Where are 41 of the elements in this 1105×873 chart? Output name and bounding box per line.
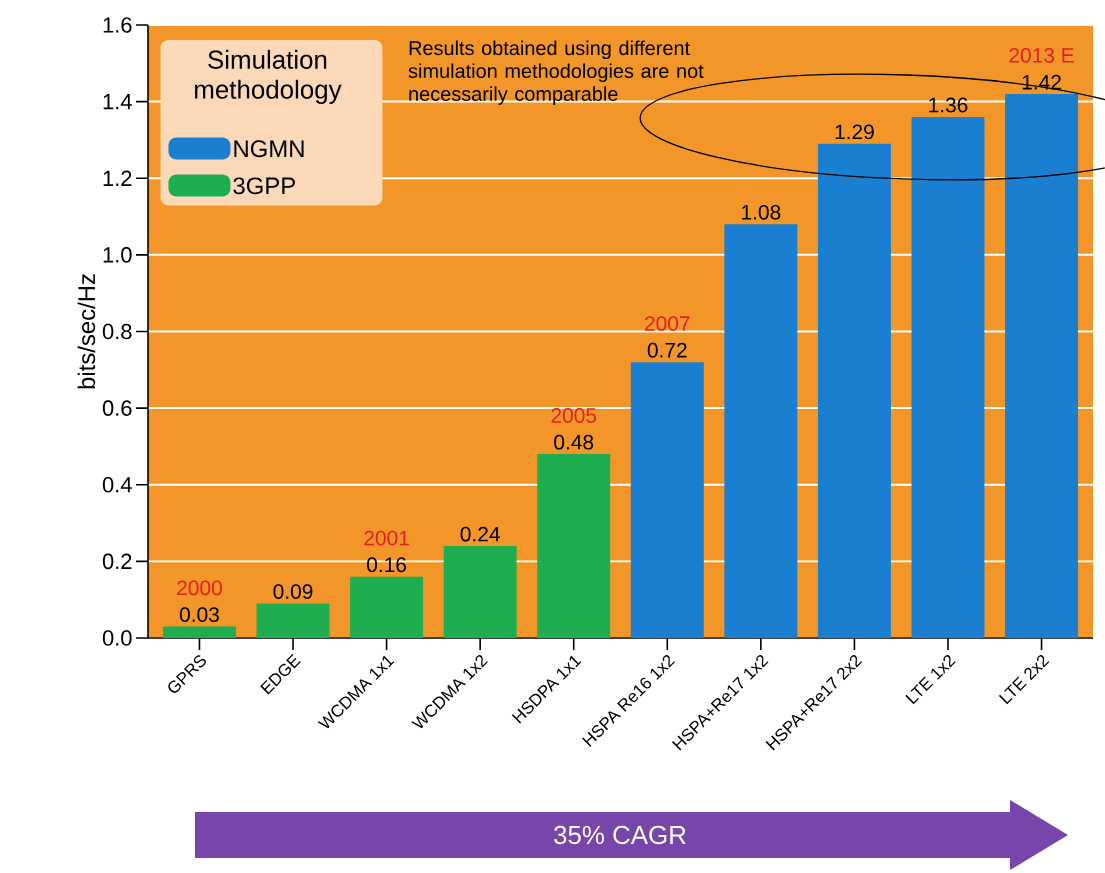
text: 35% CAGR xyxy=(554,825,686,845)
bar xyxy=(256,603,330,638)
y-tick-label: 1.6 xyxy=(103,17,132,33)
bar xyxy=(630,362,704,638)
y-tick-label: 0.0 xyxy=(102,630,132,646)
data-label: 1.08 xyxy=(742,204,781,220)
bar xyxy=(350,576,424,638)
data-label: 0.48 xyxy=(554,434,594,450)
annotation: 2007 xyxy=(645,316,690,331)
annotation: Results obtained using different simulation methodologies are not necessarily comparable xyxy=(408,40,704,105)
annotation: 2013 E xyxy=(1009,47,1074,63)
data-label: 1.36 xyxy=(929,97,968,113)
annotation: 2000 xyxy=(177,580,222,596)
data-label: 0.24 xyxy=(460,526,500,542)
bar xyxy=(724,224,798,638)
data-label: 0.09 xyxy=(273,584,313,599)
y-tick-label: 0.6 xyxy=(102,400,132,416)
x-tick-label: LTE 1x2 xyxy=(905,655,956,705)
y-tick-label: 1.0 xyxy=(103,247,132,263)
legend-title: Simulation methodology xyxy=(195,49,342,104)
bar xyxy=(817,143,891,638)
legend-label: NGMN xyxy=(234,140,304,158)
x-tick-label: LTE 2x2 xyxy=(998,655,1050,705)
data-label: 0.72 xyxy=(647,342,687,358)
data-label: 1.29 xyxy=(835,124,874,140)
data-label: 0.03 xyxy=(179,607,219,622)
y-tick-label: 1.4 xyxy=(103,94,132,110)
annotation: 2001 xyxy=(364,530,409,546)
bar xyxy=(443,546,517,638)
legend-label: 3GPP xyxy=(233,177,295,195)
annotation: 2005 xyxy=(551,408,597,423)
y-tick-label: 0.8 xyxy=(102,323,132,340)
bar xyxy=(537,454,611,638)
y-tick-label: 1.2 xyxy=(103,170,132,186)
bar xyxy=(162,626,236,638)
data-label: 1.42 xyxy=(1022,74,1061,90)
y-tick-label: 0.2 xyxy=(102,553,132,570)
bar xyxy=(1005,93,1079,638)
bar xyxy=(911,116,985,638)
y-axis-title: bits/sec/Hz xyxy=(77,274,96,389)
y-tick-label: 0.4 xyxy=(102,476,132,493)
